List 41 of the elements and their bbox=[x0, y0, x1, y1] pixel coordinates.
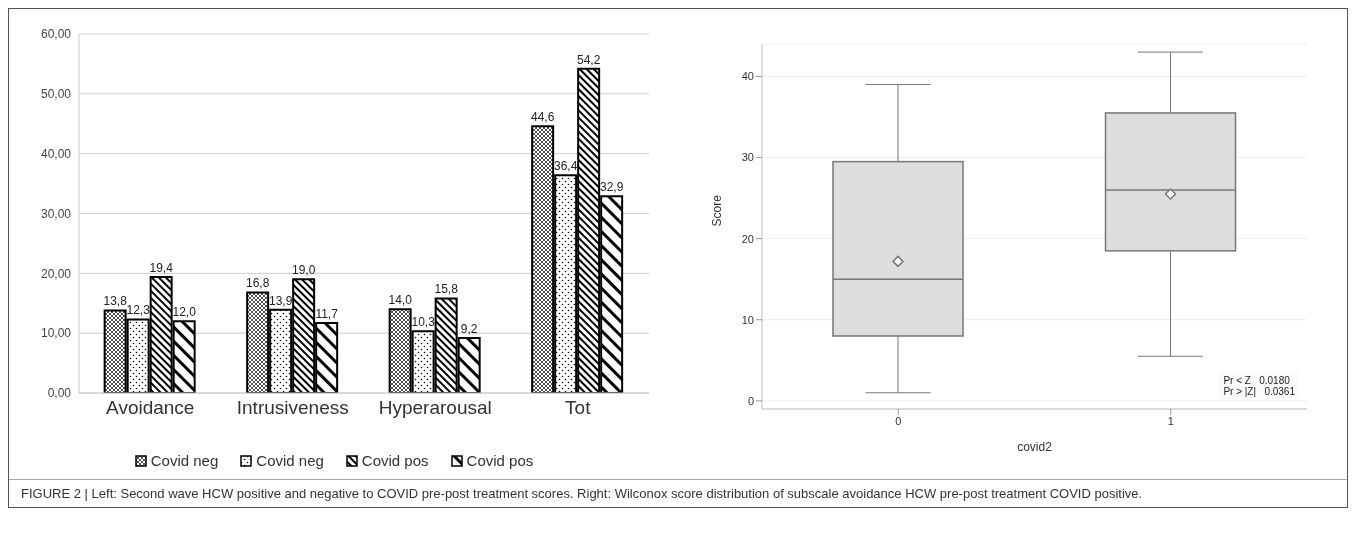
data-label: 19,0 bbox=[291, 263, 316, 278]
caption: FIGURE 2 | Left: Second wave HCW positive and negative to COVID pre-post treatment scores. Right: Wilconox score distribution of subscale avoidance HCW pre-post treatment COVID positive. bbox=[21, 486, 1144, 501]
data-label: 12,0 bbox=[172, 305, 197, 320]
y-axis-title: Score bbox=[710, 194, 725, 227]
y-tick-label: 40 bbox=[741, 70, 754, 83]
legend-label: Covid neg bbox=[255, 452, 324, 469]
data-label: 16,8 bbox=[245, 276, 270, 291]
data-label: 19,4 bbox=[149, 260, 174, 275]
y-tick-label: 40,00 bbox=[40, 146, 72, 161]
legend-label: Covid neg bbox=[149, 452, 219, 469]
data-label: 13,8 bbox=[103, 294, 128, 309]
data-label: 12,3 bbox=[126, 303, 151, 318]
data-label: 13,9 bbox=[268, 293, 293, 308]
y-tick-label: 60,00 bbox=[40, 27, 72, 42]
legend-label: Covid pos bbox=[465, 452, 534, 469]
x-tick-label: Intrusiveness bbox=[236, 397, 349, 419]
y-tick-label: 30,00 bbox=[40, 206, 72, 221]
data-label: 10,3 bbox=[411, 315, 436, 330]
y-tick-label: 10,00 bbox=[40, 326, 72, 341]
y-tick-label: 20,00 bbox=[40, 266, 72, 281]
data-label: 14,0 bbox=[388, 293, 413, 308]
y-tick-label: 0,00 bbox=[47, 386, 72, 401]
legend-label: Covid pos bbox=[360, 452, 429, 469]
x-tick-label: Tot bbox=[565, 397, 592, 419]
data-label: 54,2 bbox=[576, 52, 601, 67]
data-label: 9,2 bbox=[460, 321, 478, 336]
y-tick-label: 10 bbox=[741, 313, 754, 326]
annotation: Pr > |Z| 0.0361 bbox=[1223, 386, 1295, 397]
x-axis-title: covid2 bbox=[1017, 440, 1053, 454]
annotation: Pr < Z 0.0180 bbox=[1223, 375, 1291, 386]
x-tick-label: 1 bbox=[1167, 414, 1174, 427]
data-label: 36,4 bbox=[553, 159, 578, 174]
x-tick-label: Hyperarousal bbox=[378, 397, 492, 419]
y-tick-label: 50,00 bbox=[40, 87, 72, 102]
x-tick-label: Avoidance bbox=[106, 397, 195, 419]
y-tick-label: 20 bbox=[741, 232, 754, 245]
y-tick-label: 30 bbox=[741, 151, 754, 164]
data-label: 15,8 bbox=[434, 282, 459, 297]
data-label: 32,9 bbox=[599, 180, 624, 195]
data-label: 11,7 bbox=[315, 306, 339, 321]
data-label: 44,6 bbox=[530, 110, 555, 125]
